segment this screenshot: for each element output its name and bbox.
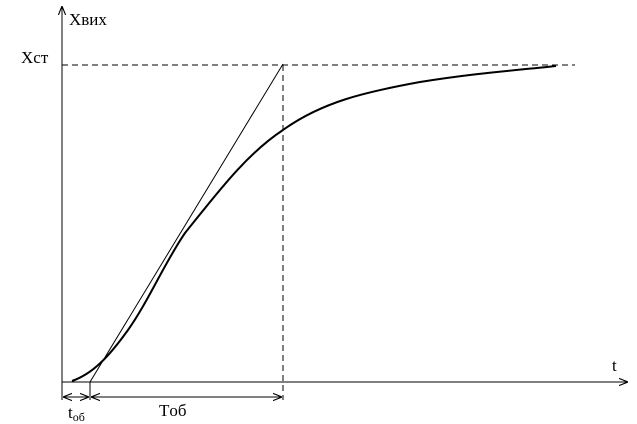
delay-label: tоб	[68, 403, 85, 424]
delay-label-main: t	[68, 403, 73, 422]
y-axis-label: Xвих	[69, 10, 107, 29]
delay-label-subscript: об	[73, 410, 85, 424]
steady-state-label: Xст	[21, 48, 49, 67]
time-constant-label: Tоб	[159, 401, 187, 420]
response-curve	[71, 65, 557, 382]
x-axis-label: t	[612, 356, 617, 375]
tangent-line	[89, 63, 284, 383]
